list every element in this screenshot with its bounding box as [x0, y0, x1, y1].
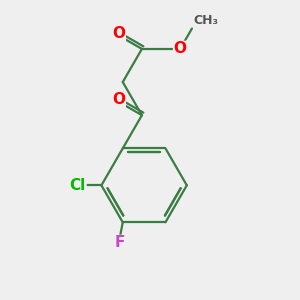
Text: Cl: Cl [70, 178, 86, 193]
Text: F: F [115, 236, 125, 250]
Text: O: O [174, 41, 187, 56]
Text: O: O [112, 92, 125, 107]
Text: O: O [112, 26, 125, 41]
Text: CH₃: CH₃ [194, 14, 218, 27]
